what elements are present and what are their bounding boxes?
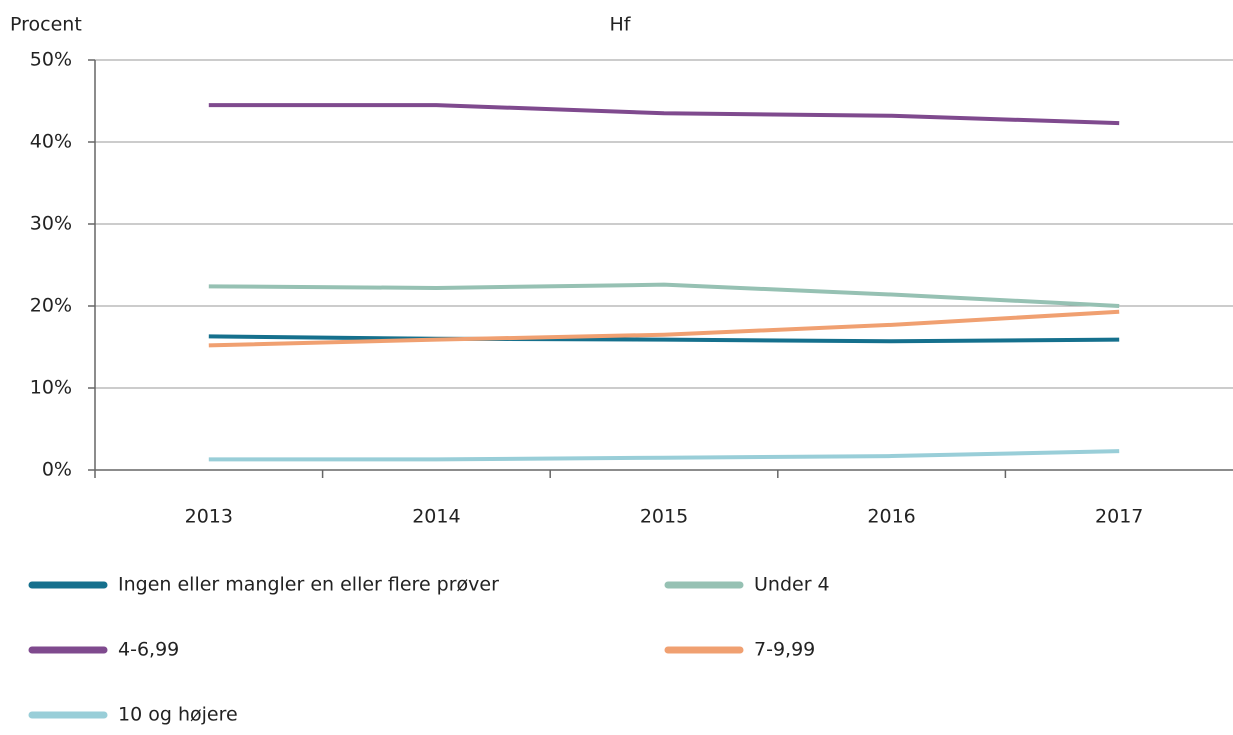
series-line bbox=[208, 103, 1120, 126]
y-tick-label: 0% bbox=[42, 459, 72, 481]
x-tick-label: 2013 bbox=[185, 506, 233, 528]
series-line bbox=[208, 449, 1120, 462]
y-tick-label: 50% bbox=[30, 49, 72, 71]
y-tick-label: 40% bbox=[30, 131, 72, 153]
x-tick-label: 2016 bbox=[867, 506, 915, 528]
x-tick-label: 2014 bbox=[412, 506, 460, 528]
legend-label: Ingen eller mangler en eller flere prøve… bbox=[118, 574, 499, 596]
series-line bbox=[208, 282, 1120, 308]
series-line bbox=[208, 334, 1120, 344]
y-axis-label: Procent bbox=[10, 14, 82, 36]
y-tick-label: 20% bbox=[30, 295, 72, 317]
series-line bbox=[208, 309, 1120, 348]
chart-title: Hf bbox=[610, 14, 632, 36]
legend-label: 7-9,99 bbox=[754, 639, 815, 661]
y-tick-label: 10% bbox=[30, 377, 72, 399]
y-tick-label: 30% bbox=[30, 213, 72, 235]
legend-label: 4-6,99 bbox=[118, 639, 179, 661]
legend-label: Under 4 bbox=[754, 574, 830, 596]
x-tick-label: 2017 bbox=[1095, 506, 1143, 528]
x-tick-label: 2015 bbox=[640, 506, 688, 528]
legend-label: 10 og højere bbox=[118, 704, 238, 726]
